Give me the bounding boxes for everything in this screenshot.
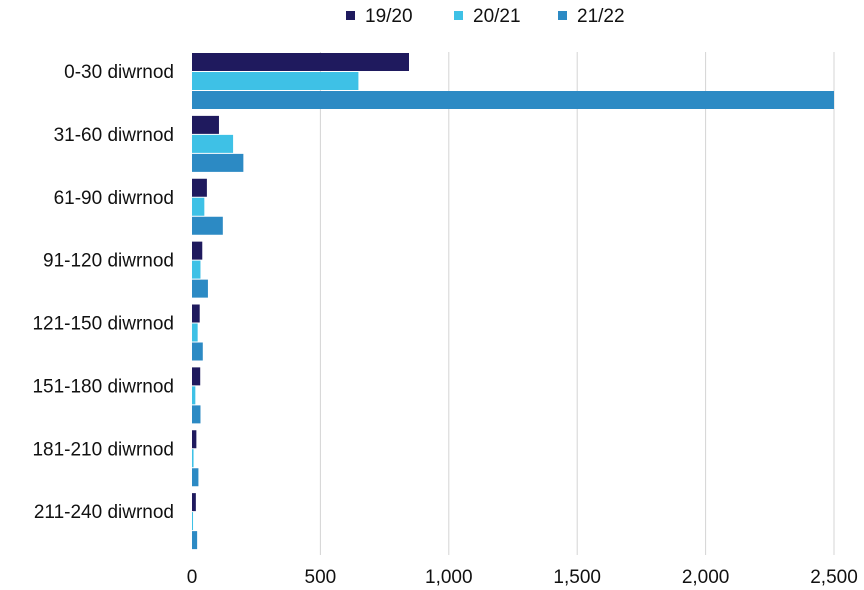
bar-20-21-5 — [192, 386, 196, 405]
bar-21-22-4 — [192, 342, 203, 361]
bar-21-22-1 — [192, 153, 244, 172]
category-label: 91-120 diwrnod — [43, 251, 174, 272]
category-label: 121-150 diwrnod — [32, 314, 174, 335]
legend-swatch — [346, 11, 355, 20]
bar-19-20-0 — [192, 53, 409, 71]
bar-20-21-1 — [192, 134, 234, 153]
category-label: 151-180 diwrnod — [32, 376, 174, 397]
legend: 19/20 20/21 21/22 — [346, 6, 625, 27]
x-axis-tick-labels: 0 500 1,000 1,500 2,000 2,500 — [187, 567, 858, 588]
bar-19-20-2 — [192, 178, 207, 197]
bar-20-21-0 — [192, 72, 359, 90]
bar-20-21-4 — [192, 323, 198, 342]
bar-19-20-7 — [192, 493, 196, 512]
bar-19-20-6 — [192, 430, 197, 449]
bar-20-21-7 — [192, 512, 194, 531]
bar-21-22-0 — [192, 91, 834, 109]
legend-swatch — [558, 11, 567, 20]
gridlines — [319, 52, 835, 555]
bar-21-22-2 — [192, 216, 223, 235]
bar-19-20-3 — [192, 241, 203, 260]
category-label: 61-90 diwrnod — [54, 188, 174, 209]
bar-21-22-7 — [192, 531, 198, 550]
x-tick-label: 1,000 — [425, 567, 473, 588]
bar-20-21-2 — [192, 197, 205, 216]
bars — [192, 53, 834, 550]
legend-label: 20/21 — [473, 6, 521, 27]
bar-19-20-4 — [192, 304, 200, 323]
legend-swatch — [454, 11, 463, 20]
bar-20-21-3 — [192, 260, 201, 279]
bar-21-22-5 — [192, 405, 201, 424]
category-label: 211-240 diwrnod — [34, 502, 174, 523]
bar-19-20-1 — [192, 115, 219, 134]
x-tick-label: 500 — [305, 567, 337, 588]
bar-21-22-3 — [192, 279, 208, 298]
bar-21-22-6 — [192, 468, 199, 487]
category-labels: 0-30 diwrnod 31-60 diwrnod 61-90 diwrnod 91… — [32, 62, 174, 523]
legend-label: 21/22 — [577, 6, 625, 27]
x-tick-label: 1,500 — [553, 567, 601, 588]
bar-19-20-5 — [192, 367, 201, 386]
category-label: 31-60 diwrnod — [54, 125, 174, 146]
category-label: 0-30 diwrnod — [64, 62, 174, 83]
x-tick-label: 2,500 — [810, 567, 858, 588]
x-tick-label: 0 — [187, 567, 198, 588]
legend-label: 19/20 — [365, 6, 413, 27]
x-tick-label: 2,000 — [682, 567, 730, 588]
bar-20-21-6 — [192, 449, 194, 468]
category-label: 181-210 diwrnod — [32, 439, 174, 460]
